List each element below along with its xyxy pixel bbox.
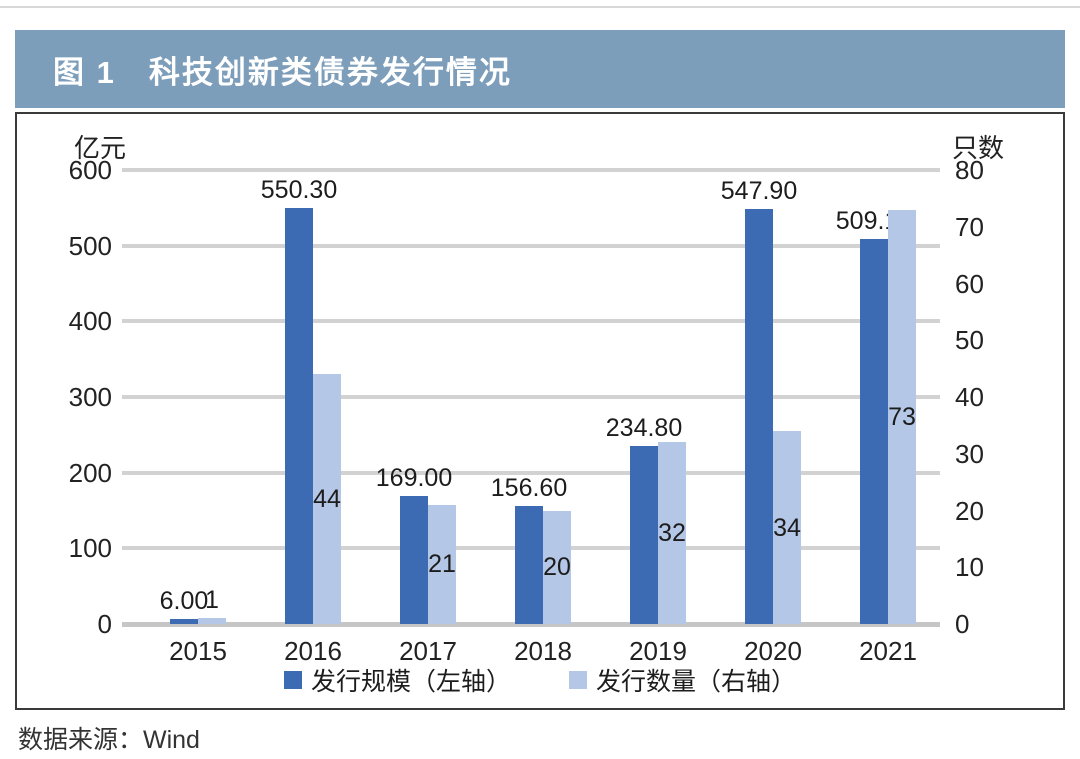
right-axis-tick-label: 70 — [955, 211, 984, 242]
bar-issuance-count — [543, 510, 571, 624]
gridline — [122, 243, 940, 248]
legend-item-scale: 发行规模（左轴） — [283, 662, 511, 698]
bar-issuance-count — [313, 374, 341, 624]
page-top-divider — [0, 6, 1080, 8]
bar-issuance-count — [428, 504, 456, 624]
left-axis-tick-label: 500 — [68, 230, 112, 261]
data-source: 数据来源：Wind — [18, 726, 200, 754]
right-axis-tick-label: 0 — [955, 609, 970, 639]
data-label-count: 20 — [543, 553, 571, 582]
gridline — [122, 395, 940, 399]
legend-label-scale: 发行规模（左轴） — [310, 668, 511, 696]
data-label-scale: 547.90 — [720, 177, 798, 206]
data-label-scale: 169.00 — [375, 464, 453, 493]
bar-issuance-count — [888, 209, 916, 624]
bar-issuance-scale — [515, 505, 543, 624]
x-axis-label: 2019 — [629, 636, 687, 666]
bar-issuance-scale — [400, 496, 428, 624]
right-axis-tick-label: 80 — [955, 155, 984, 185]
left-axis-tick-label: 400 — [68, 306, 112, 337]
bar-issuance-scale — [285, 207, 313, 624]
right-axis-tick-label: 40 — [955, 382, 984, 412]
x-axis-label: 2018 — [514, 636, 572, 666]
data-label-scale: 234.80 — [605, 414, 683, 443]
x-axis-label: 2016 — [284, 636, 342, 666]
gridline — [122, 319, 940, 324]
figure-title: 图 1 科技创新类债券发行情况 — [53, 54, 512, 90]
bar-issuance-count — [658, 442, 686, 624]
right-axis-tick-label: 10 — [955, 552, 984, 583]
data-label-scale: 156.60 — [490, 473, 568, 502]
bar-issuance-scale — [860, 238, 888, 624]
data-label-scale: 550.30 — [260, 175, 338, 204]
left-axis-tick-label: 200 — [68, 457, 112, 488]
data-label-count: 21 — [428, 550, 456, 579]
bar-issuance-scale — [630, 446, 658, 624]
bar-issuance-scale — [170, 619, 198, 624]
data-label-count: 73 — [888, 402, 916, 431]
data-label-scale: 509.19 — [835, 206, 913, 235]
right-axis-tick-label: 30 — [955, 438, 984, 469]
bar-issuance-count — [773, 431, 801, 624]
x-axis-label: 2015 — [169, 636, 227, 666]
data-label-count: 1 — [205, 586, 219, 615]
legend-item-count: 发行数量（右轴） — [569, 662, 796, 698]
left-axis-tick-label: 0 — [97, 609, 112, 639]
bar-issuance-count — [198, 618, 226, 624]
right-axis-title: 只数 — [952, 133, 1005, 163]
right-axis-tick-label: 50 — [955, 325, 984, 356]
right-axis-tick-label: 60 — [955, 268, 984, 299]
left-axis-tick-label: 100 — [68, 533, 112, 564]
x-axis-baseline — [122, 622, 940, 627]
x-axis-label: 2017 — [399, 636, 457, 666]
data-label-count: 34 — [773, 513, 801, 542]
left-axis-tick-label: 300 — [68, 382, 112, 412]
bar-issuance-scale — [745, 209, 773, 624]
data-label-count: 44 — [313, 485, 341, 514]
x-axis-label: 2021 — [859, 636, 917, 666]
legend-swatch-count — [569, 671, 587, 689]
legend-label-count: 发行数量（右轴） — [596, 668, 797, 696]
legend-swatch-scale — [283, 671, 302, 689]
x-axis-label: 2020 — [744, 636, 802, 666]
figure-title-bar: 图 1 科技创新类债券发行情况 — [15, 30, 1065, 108]
right-axis-tick-label: 20 — [955, 495, 984, 526]
chart-panel: 亿元 只数 0 100 200 300 400 500 600 0 10 20 30 40 50 60 70… — [15, 112, 1065, 710]
gridline — [122, 470, 940, 475]
left-axis-title: 亿元 — [74, 133, 127, 163]
left-axis-tick-label: 600 — [68, 155, 112, 185]
data-label-scale: 6.00 — [159, 587, 209, 616]
data-label-count: 32 — [658, 519, 686, 548]
chart-plot-area: 0 100 200 300 400 500 600 0 10 20 30 40 50 60 70 80 6.00… — [17, 114, 1063, 708]
gridline — [122, 168, 940, 172]
chart-legend: 发行规模（左轴） 发行数量（右轴） — [17, 662, 1063, 698]
